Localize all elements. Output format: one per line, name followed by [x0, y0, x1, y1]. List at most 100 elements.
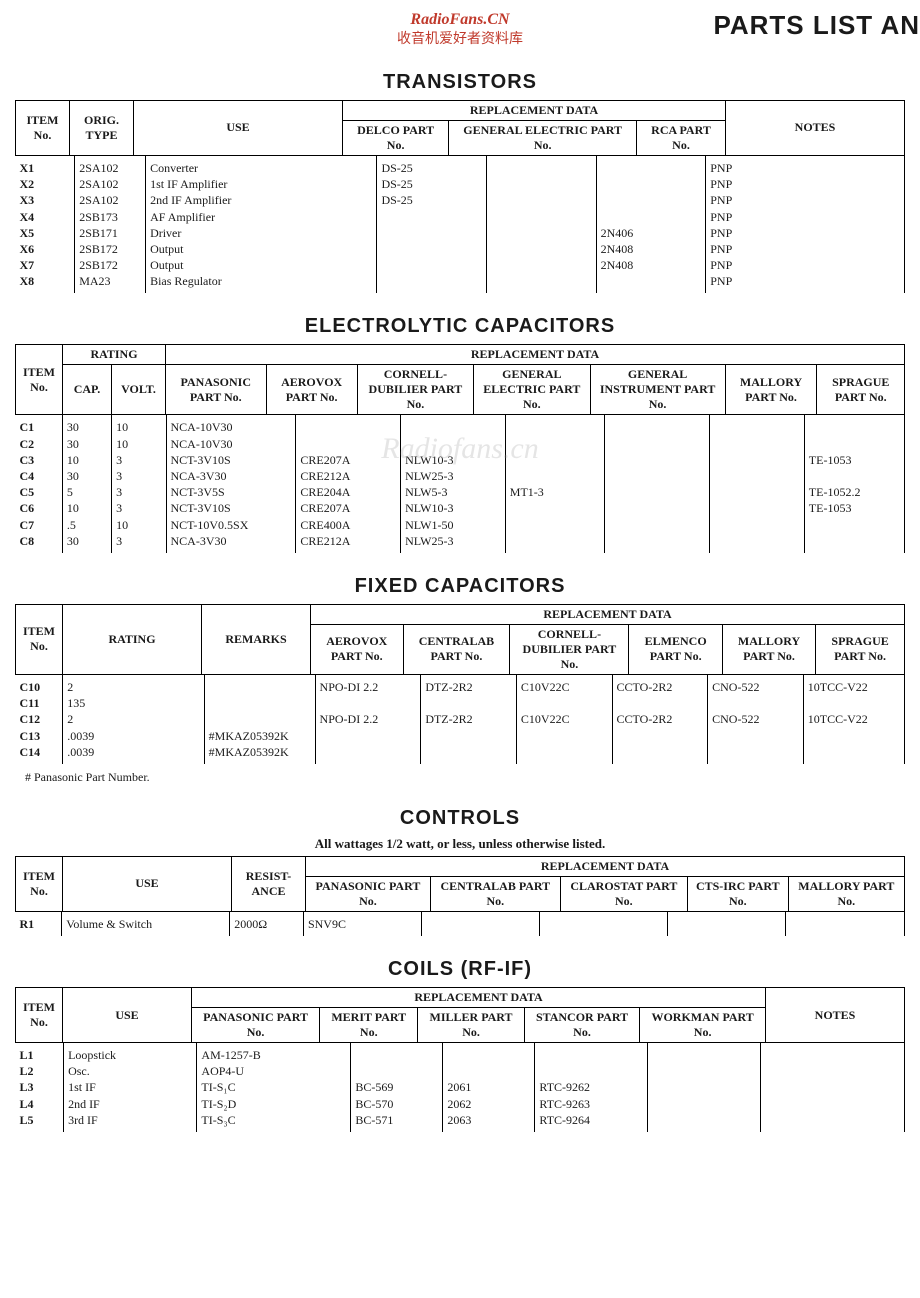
th-gi: GENERAL INSTRUMENT PART No.	[590, 365, 725, 415]
table-cell: R1	[16, 912, 62, 936]
table-cell: C2	[16, 436, 63, 452]
table-cell: 10	[112, 415, 166, 435]
table-cell: 2061	[443, 1079, 535, 1095]
table-cell: BC-569	[351, 1079, 443, 1095]
table-cell	[351, 1063, 443, 1079]
table-cell: 2N406	[596, 225, 706, 241]
table-cell: X8	[16, 273, 75, 293]
table-cell: NCT-10V0.5SX	[166, 517, 296, 533]
table-cell: X3	[16, 192, 75, 208]
table-cell	[596, 156, 706, 176]
table-cell: 2SB172	[75, 257, 146, 273]
table-cell: Osc.	[64, 1063, 197, 1079]
table-cell: 30	[62, 533, 111, 553]
table-cell	[351, 1043, 443, 1063]
table-cell: 2SA102	[75, 176, 146, 192]
table-cell	[516, 728, 612, 744]
table-cell: 1st IF	[64, 1079, 197, 1095]
table-cell	[443, 1063, 535, 1079]
th-repl: REPLACEMENT DATA	[306, 856, 905, 876]
table-cell: C8	[16, 533, 63, 553]
section-title-electrolytic: ELECTROLYTIC CAPACITORS	[15, 315, 905, 338]
th-use: USE	[63, 988, 192, 1043]
table-cell: C1	[16, 415, 63, 435]
table-cell	[315, 728, 421, 744]
table-cell	[760, 1043, 904, 1063]
table-cell: 10	[62, 500, 111, 516]
th-merit: MERIT PART No.	[320, 1008, 418, 1043]
table-cell	[803, 744, 904, 764]
table-cell: NLW25-3	[401, 533, 506, 553]
table-cell	[421, 744, 517, 764]
table-cell	[760, 1063, 904, 1079]
table-cell: CRE207A	[296, 452, 401, 468]
th-volt: VOLT.	[112, 365, 166, 415]
electrolytic-table: ITEM No. RATING REPLACEMENT DATA CAP. VO…	[15, 344, 905, 553]
table-cell	[487, 156, 597, 176]
table-cell	[710, 484, 805, 500]
fixed-table: ITEM No. RATING REMARKS REPLACEMENT DATA…	[15, 604, 905, 764]
table-cell	[516, 695, 612, 711]
th-panasonic: PANASONIC PART No.	[192, 1008, 320, 1043]
table-cell: 2	[63, 675, 204, 695]
table-cell: NCA-3V30	[166, 468, 296, 484]
th-panasonic: PANASONIC PART No.	[166, 365, 267, 415]
table-cell: Output	[146, 241, 377, 257]
th-rating: RATING	[63, 345, 166, 365]
table-cell: 3	[112, 452, 166, 468]
table-cell	[540, 912, 668, 936]
table-cell: 10	[62, 452, 111, 468]
table-cell: 2063	[443, 1112, 535, 1132]
table-cell	[760, 1096, 904, 1112]
coils-table: ITEM No. USE REPLACEMENT DATA NOTES PANA…	[15, 987, 905, 1132]
table-cell	[612, 744, 708, 764]
table-cell: NCA-10V30	[166, 436, 296, 452]
table-cell: RTC-9262	[535, 1079, 648, 1095]
table-cell: 2000Ω	[230, 912, 304, 936]
table-cell: C3	[16, 452, 63, 468]
table-cell: X1	[16, 156, 75, 176]
table-cell: C14	[16, 744, 63, 764]
table-cell: X5	[16, 225, 75, 241]
table-cell: 10TCC-V22	[803, 711, 904, 727]
table-cell: C6	[16, 500, 63, 516]
table-cell: 2SB171	[75, 225, 146, 241]
th-mallory: MALLORY PART No.	[722, 624, 815, 674]
table-cell	[804, 415, 904, 435]
th-item: ITEM No.	[16, 345, 63, 415]
table-cell	[505, 468, 605, 484]
table-cell: PNP	[706, 257, 904, 273]
table-cell	[804, 436, 904, 452]
table-cell	[710, 452, 805, 468]
table-cell: 2SA102	[75, 192, 146, 208]
table-cell: NLW25-3	[401, 468, 506, 484]
table-cell: .0039	[63, 728, 204, 744]
table-cell	[443, 1043, 535, 1063]
table-cell	[535, 1043, 648, 1063]
table-cell	[505, 436, 605, 452]
table-cell: CRE212A	[296, 468, 401, 484]
table-cell: PNP	[706, 225, 904, 241]
th-use: USE	[134, 100, 343, 155]
table-cell	[605, 533, 710, 553]
table-cell: C10V22C	[516, 675, 612, 695]
table-cell: X4	[16, 209, 75, 225]
table-cell	[760, 1079, 904, 1095]
table-cell: 2nd IF	[64, 1096, 197, 1112]
table-cell	[401, 415, 506, 435]
th-rca: RCA PART No.	[637, 120, 726, 155]
section-title-fixed: FIXED CAPACITORS	[15, 575, 905, 598]
table-cell: TI-S₁C	[197, 1079, 351, 1095]
th-ge: GENERAL ELECTRIC PART No.	[474, 365, 591, 415]
table-cell: DTZ-2R2	[421, 711, 517, 727]
table-cell	[803, 695, 904, 711]
table-cell: #MKAZ05392K	[204, 744, 315, 764]
table-cell: C5	[16, 484, 63, 500]
table-cell: AF Amplifier	[146, 209, 377, 225]
table-cell: NCT-3V10S	[166, 452, 296, 468]
table-cell: CRE207A	[296, 500, 401, 516]
table-cell: BC-571	[351, 1112, 443, 1132]
table-cell: PNP	[706, 192, 904, 208]
table-cell	[803, 728, 904, 744]
table-cell: 2nd IF Amplifier	[146, 192, 377, 208]
